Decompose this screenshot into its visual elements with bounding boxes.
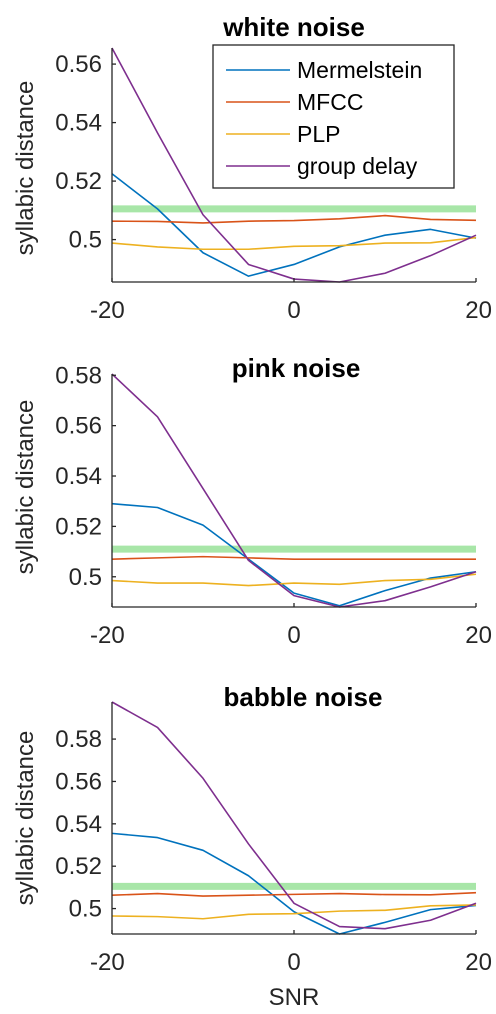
- y-tick-label: 0.54: [55, 110, 102, 137]
- y-axis-label: syllabic distance: [12, 731, 39, 906]
- legend: Mermelstein MFCC PLP group delay: [212, 44, 455, 189]
- panel-title: white noise: [222, 12, 365, 42]
- y-tick-label: 0.52: [55, 168, 102, 195]
- y-tick-label: 0.52: [55, 853, 102, 880]
- x-tick-label: 0: [287, 622, 300, 649]
- legend-label: Mermelstein: [297, 57, 422, 83]
- y-tick-label: 0.56: [55, 51, 102, 78]
- series-line-mermelstein: [111, 502, 477, 607]
- series-line-group-delay: [111, 373, 477, 608]
- plot-area: 0.5 0.52 0.54 0.56 0.58 -20 0 20: [55, 701, 492, 976]
- y-tick-label: 0.5: [69, 564, 102, 591]
- y-tick-label: 0.54: [55, 463, 102, 490]
- plot-area: 0.5 0.52 0.54 0.56 -20 0 20: [55, 47, 492, 324]
- series-line-mfcc: [111, 891, 477, 897]
- y-tick-label: 0.5: [69, 227, 102, 254]
- series-line-mfcc: [111, 555, 476, 560]
- panel-white-noise: white noise syllabic distance 0.50.520.5…: [12, 12, 492, 324]
- panel-pink-noise: pink noise syllabic distance 0.5 0.52 0.54…: [12, 353, 492, 649]
- panel-title: babble noise: [224, 682, 383, 712]
- y-tick-label: 0.54: [55, 811, 102, 838]
- x-tick-label: 20: [465, 949, 492, 976]
- legend-label: group delay: [297, 153, 418, 179]
- x-tick-label: 20: [465, 297, 492, 324]
- y-tick-label: 0.58: [55, 362, 102, 389]
- legend-box: [212, 44, 455, 189]
- x-tick-label: -20: [90, 949, 125, 976]
- legend-label: PLP: [297, 121, 340, 147]
- y-tick-label: 0.5: [69, 896, 102, 923]
- y-tick-label: 0.58: [55, 726, 102, 753]
- x-tick-label: 0: [287, 297, 300, 324]
- series-line-group-delay: [111, 701, 477, 930]
- y-axis-label: syllabic distance: [12, 81, 39, 256]
- series-line-mermelstein: [111, 173, 477, 277]
- y-axis-label: syllabic distance: [12, 400, 39, 575]
- series-line-plp: [111, 573, 477, 587]
- series-line-mfcc: [111, 214, 477, 224]
- plot-area: 0.5 0.52 0.54 0.56 0.58 -20 0 20: [55, 362, 492, 649]
- legend-label: MFCC: [297, 89, 363, 115]
- y-tick-label: 0.56: [55, 768, 102, 795]
- x-tick-label: 20: [465, 622, 492, 649]
- x-tick-label: -20: [90, 622, 125, 649]
- x-tick-label: -20: [90, 297, 125, 324]
- series-line-mermelstein: [111, 832, 477, 935]
- x-axis-label: SNR: [269, 984, 320, 1011]
- series-line-plp: [111, 904, 477, 920]
- y-tick-label: 0.52: [55, 513, 102, 540]
- y-tick-label: 0.56: [55, 413, 102, 440]
- series-line-plp: [111, 236, 477, 251]
- panel-title: pink noise: [232, 353, 361, 383]
- x-tick-label: 0: [287, 949, 300, 976]
- panel-babble-noise: babble noise syllabic distance 0.50.520.…: [12, 682, 492, 976]
